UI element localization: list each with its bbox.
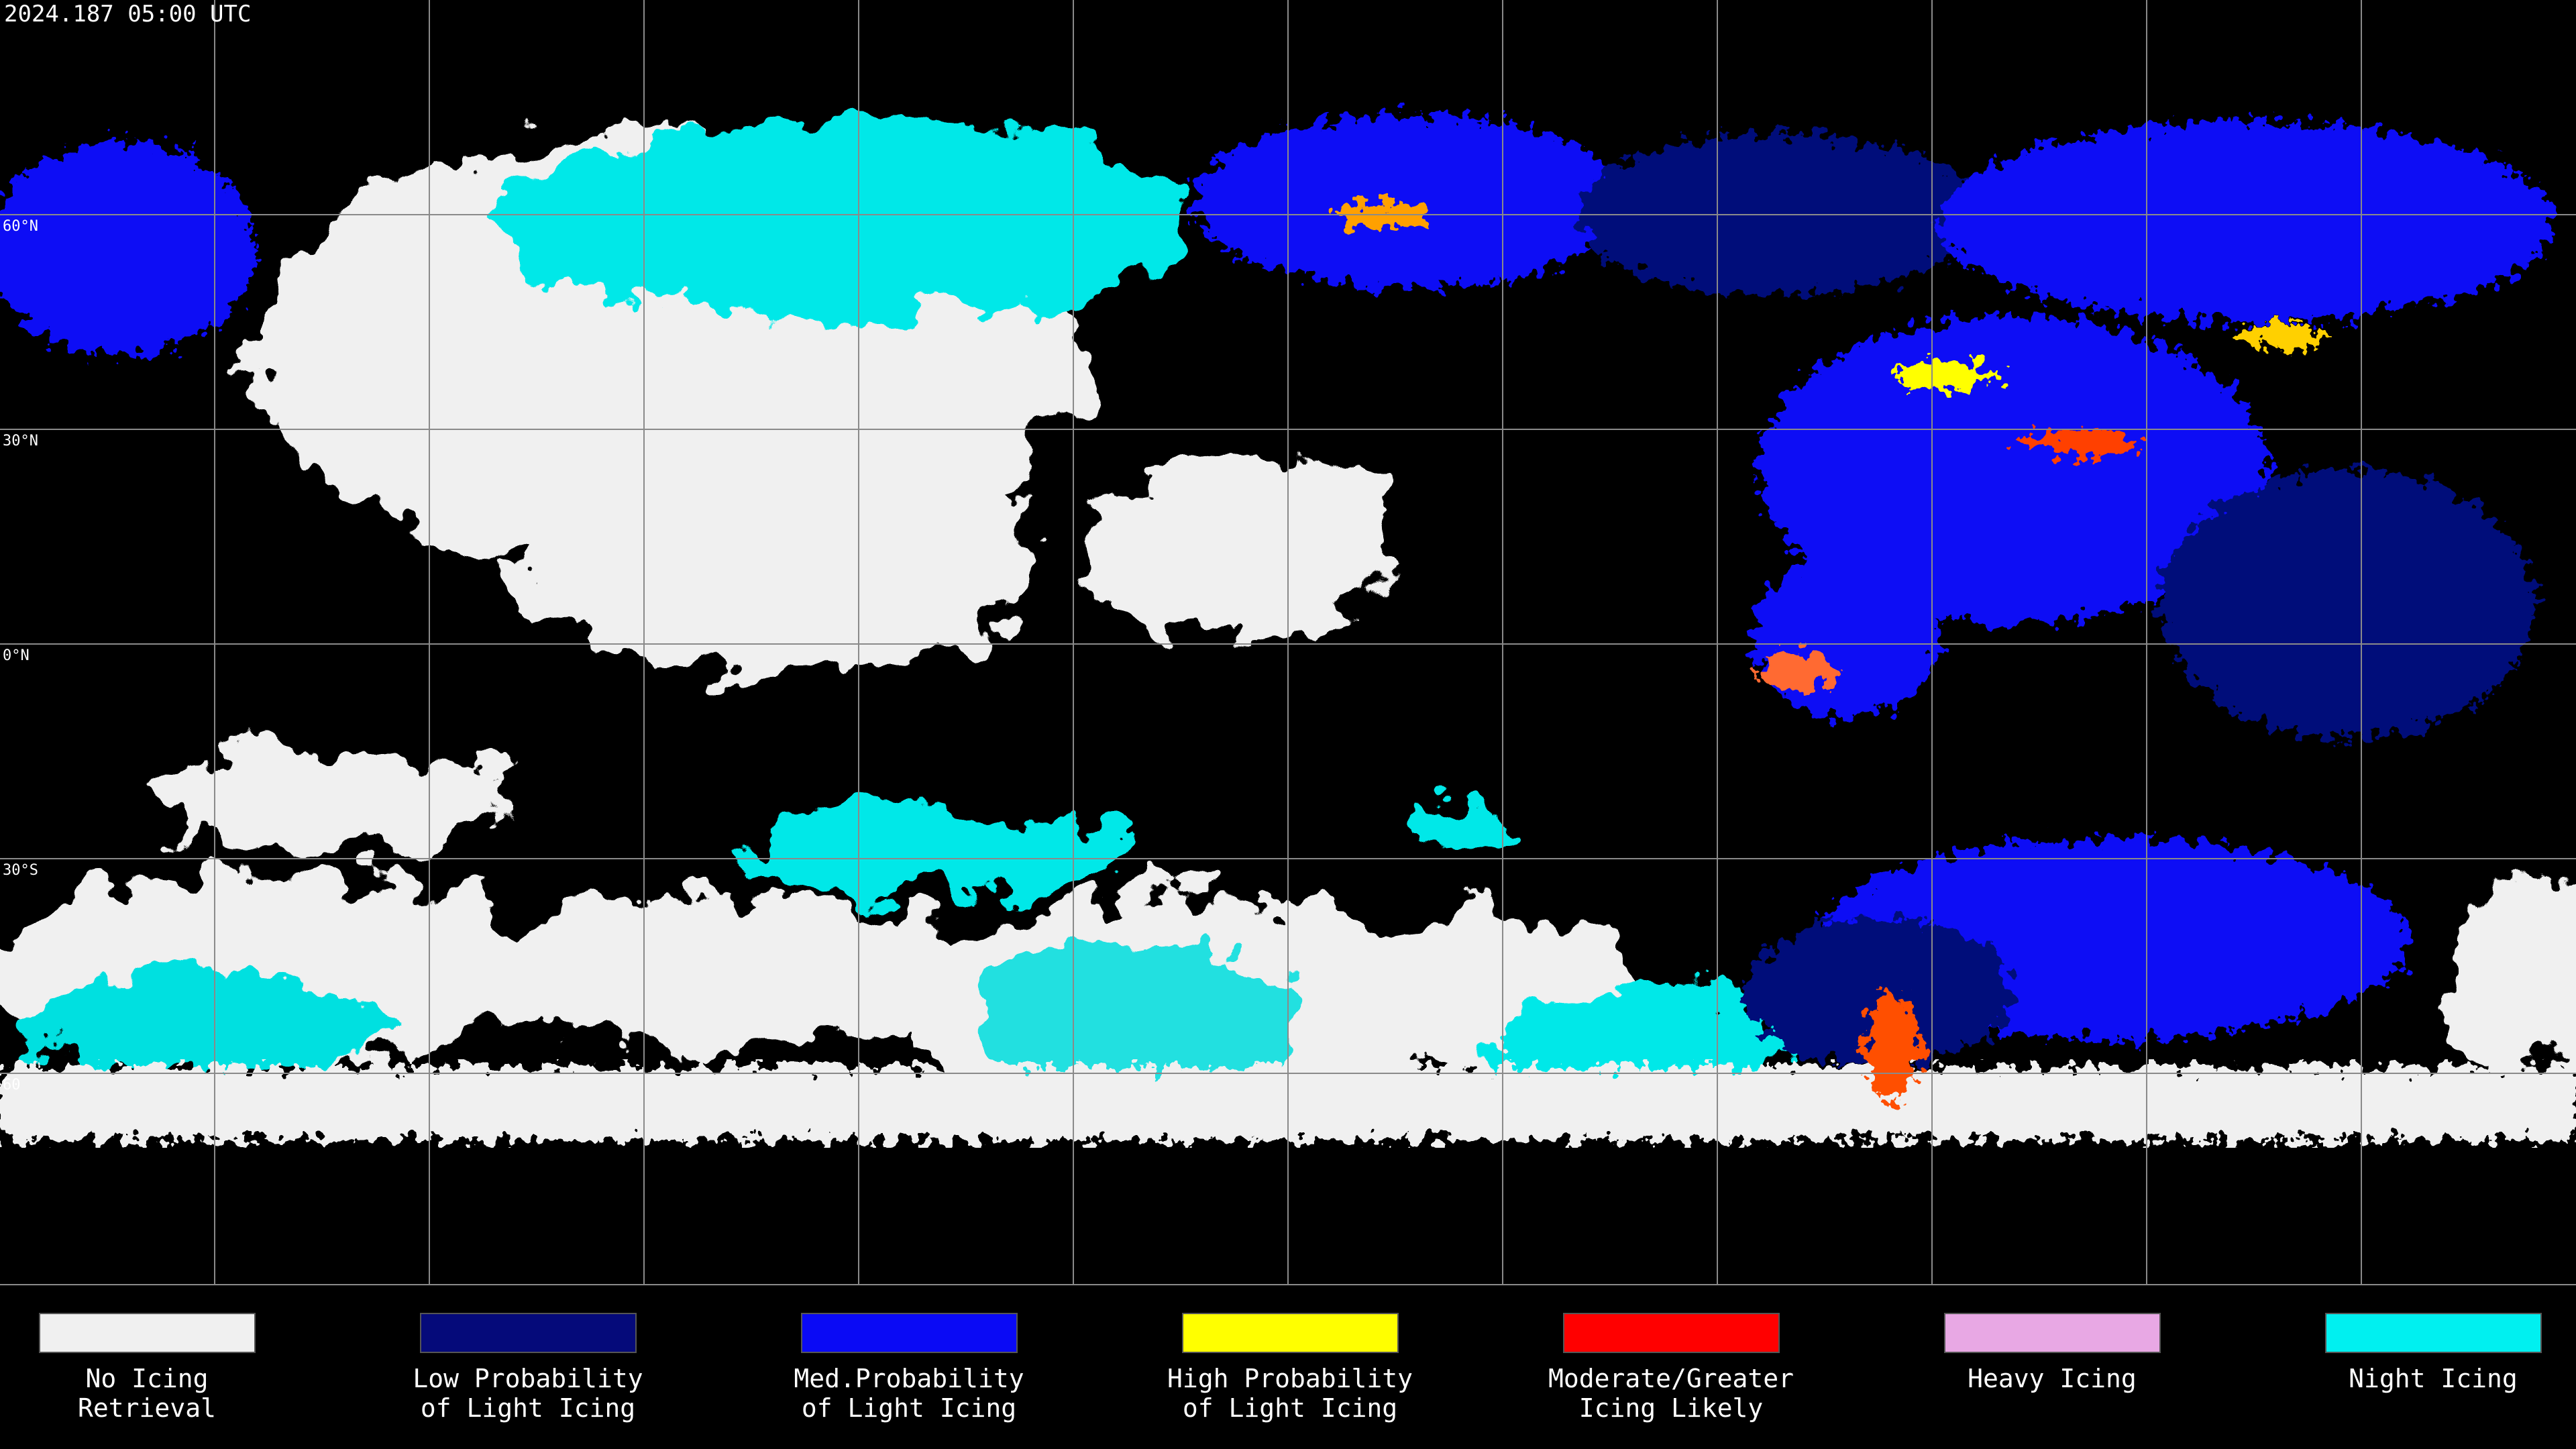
latitude-label: 0°N: [3, 647, 30, 664]
legend-label: Heavy Icing: [1968, 1364, 2137, 1393]
legend-label: Retrieval: [78, 1393, 216, 1423]
legend-swatch: [1944, 1313, 2161, 1353]
latitude-label: 60°N: [3, 218, 38, 235]
legend-label: High Probability: [1167, 1364, 1413, 1393]
legend-label: of Light Icing: [421, 1393, 635, 1423]
legend-label: Med.Probability: [794, 1364, 1024, 1393]
legend-swatch: [39, 1313, 256, 1353]
legend-label: of Light Icing: [802, 1393, 1016, 1423]
legend-swatch: [1563, 1313, 1780, 1353]
legend-label: Night Icing: [2349, 1364, 2518, 1393]
legend-label: of Light Icing: [1183, 1393, 1397, 1423]
legend-label: Low Probability: [413, 1364, 643, 1393]
map: 60°N 30°N 0°N 30°S 60 2024.187 05:00 UTC: [0, 0, 2576, 1285]
legend-label: Icing Likely: [1579, 1393, 1764, 1423]
latitude-label: 30°S: [3, 862, 38, 879]
latitude-label: 60: [3, 1077, 21, 1093]
legend-label: Moderate/Greater: [1548, 1364, 1794, 1393]
legend-swatch: [1182, 1313, 1399, 1353]
latitude-label: 30°N: [3, 433, 38, 449]
day-clouds: [0, 114, 2556, 1100]
timestamp: 2024.187 05:00 UTC: [4, 1, 251, 28]
graticule: 60°N 30°N 0°N 30°S 60: [0, 0, 2576, 1285]
legend-swatch: [420, 1313, 637, 1353]
legend-label: No Icing: [85, 1364, 208, 1393]
legend-swatch: [801, 1313, 1018, 1353]
legend-swatch: [2325, 1313, 2542, 1353]
